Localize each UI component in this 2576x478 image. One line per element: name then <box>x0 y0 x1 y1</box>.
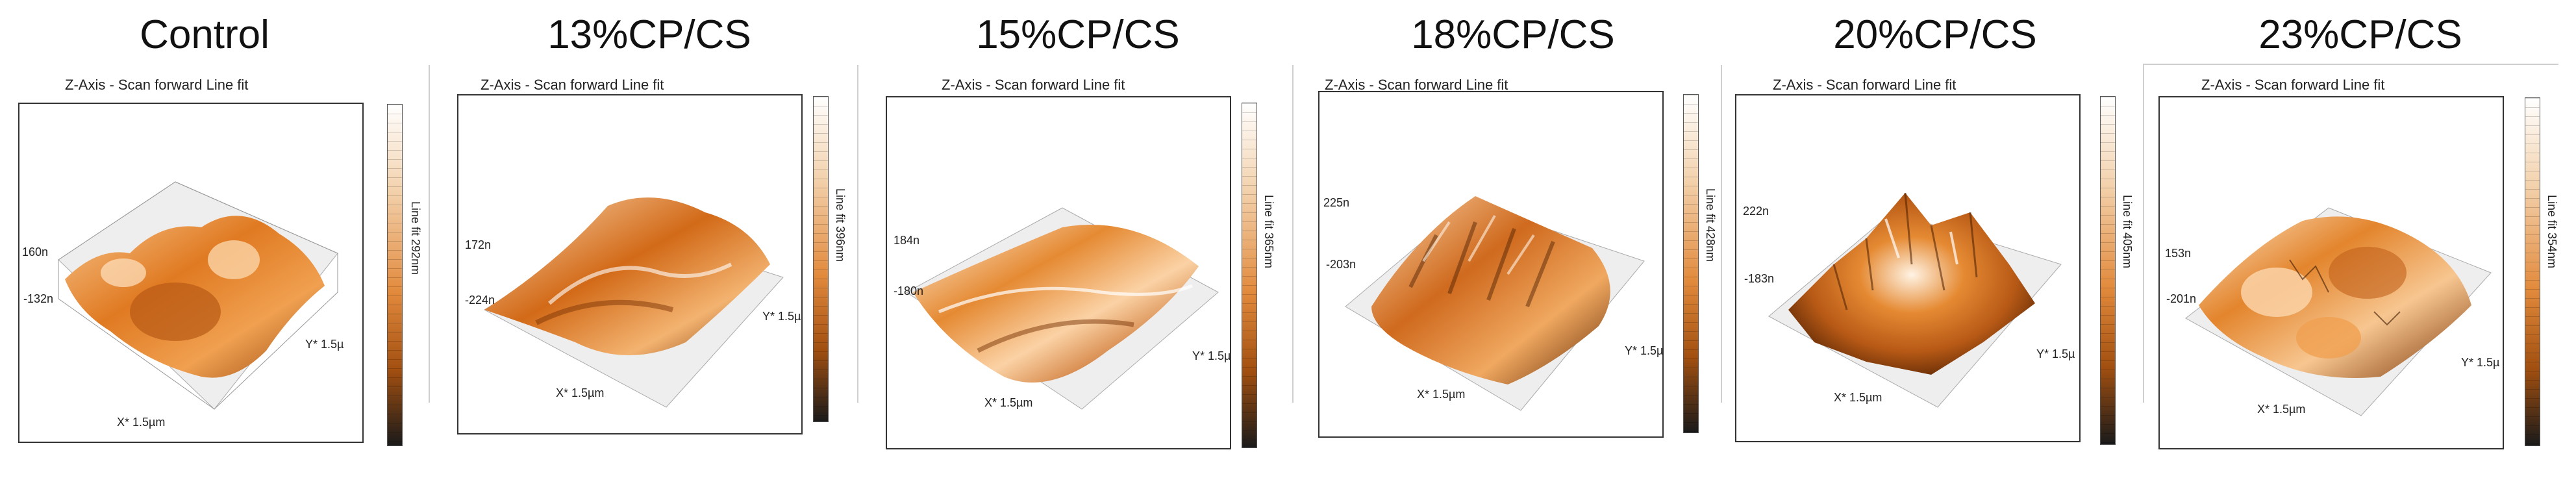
panel-divider <box>2143 65 2144 403</box>
scan-header: Z-Axis - Scan forward Line fit <box>2201 77 2385 93</box>
panel-control: Control Z-Axis - Scan forward Line fit 1… <box>0 0 422 478</box>
x-axis-label: X* 1.5µm <box>984 396 1033 409</box>
height-colorbar <box>2100 96 2116 445</box>
panel-title: 13%CP/CS <box>547 12 751 57</box>
y-axis-label: Y* 1.5µ <box>305 338 344 351</box>
panel-title: 20%CP/CS <box>1833 12 2037 57</box>
panel-18cp: 18%CP/CS Z-Axis - Scan forward Line fit … <box>1305 0 1721 478</box>
surface-plot <box>906 207 1219 410</box>
z-axis-bottom-label: -203n <box>1326 258 1357 271</box>
panel-title: 23%CP/CS <box>2258 12 2462 57</box>
x-axis-label: X* 1.5µm <box>2257 403 2306 416</box>
afm-3d-surface-image: 184n -180n X* 1.5µm Y* 1.5µ <box>886 96 1231 449</box>
colorbar-label: Line fit 405nm <box>2121 195 2134 269</box>
scan-header: Z-Axis - Scan forward Line fit <box>1773 77 1957 93</box>
colorbar-label: Line fit 292nm <box>409 201 422 275</box>
height-colorbar <box>387 104 403 446</box>
x-axis-label: X* 1.5µm <box>117 416 166 429</box>
scan-header: Z-Axis - Scan forward Line fit <box>65 77 249 93</box>
panel-23cp: 23%CP/CS Z-Axis - Scan forward Line fit … <box>2149 0 2571 478</box>
scan-header: Z-Axis - Scan forward Line fit <box>1325 77 1508 93</box>
z-axis-top-label: 153n <box>2165 247 2192 260</box>
panel-13cp: 13%CP/CS Z-Axis - Scan forward Line fit … <box>442 0 857 478</box>
panel-15cp: 15%CP/CS Z-Axis - Scan forward Line fit … <box>870 0 1286 478</box>
afm-3d-surface-image: 160n -132n X* 1.5µm Y* 1.5µ <box>18 103 364 443</box>
y-axis-label: Y* 1.5µ <box>2036 347 2075 360</box>
colorbar-label: Line fit 396nm <box>834 188 847 262</box>
height-colorbar <box>1683 94 1699 433</box>
z-axis-bottom-label: -183n <box>1744 272 1775 285</box>
z-axis-bottom-label: -224n <box>465 294 495 307</box>
colorbar-label: Line fit 428nm <box>1704 188 1717 262</box>
z-axis-bottom-label: -132n <box>23 292 54 305</box>
z-axis-top-label: 222n <box>1743 205 1769 218</box>
afm-3d-surface-image: 172n -224n X* 1.5µm Y* 1.5µ <box>457 94 803 434</box>
height-colorbar <box>2525 97 2540 446</box>
x-axis-label: X* 1.5µm <box>1834 391 1882 404</box>
panel-divider <box>1292 65 1294 403</box>
surface-plot <box>483 197 784 408</box>
panel-divider <box>1721 65 1722 403</box>
afm-3d-surface-image: 153n -201n X* 1.5µm Y* 1.5µ <box>2158 96 2504 449</box>
surface-plot <box>2185 207 2492 416</box>
colorbar-label: Line fit 354nm <box>2545 195 2558 269</box>
panel-title: Control <box>140 12 269 57</box>
y-axis-label: Y* 1.5µ <box>1625 344 1664 357</box>
z-axis-top-label: 184n <box>894 234 920 247</box>
height-colorbar <box>1242 103 1257 448</box>
afm-3d-surface-image: 225n -203n X* 1.5µm Y* 1.5µ <box>1318 91 1664 438</box>
height-colorbar <box>813 96 829 422</box>
afm-3d-surface-image: 222n -183n X* 1.5µm Y* 1.5µ <box>1735 94 2081 442</box>
z-axis-top-label: 225n <box>1323 196 1350 209</box>
surface-plot <box>1345 196 1645 411</box>
y-axis-label: Y* 1.5µ <box>1192 349 1231 362</box>
x-axis-label: X* 1.5µm <box>1417 388 1466 401</box>
surface-plot <box>58 181 338 410</box>
x-axis-label: X* 1.5µm <box>556 386 605 399</box>
scan-header: Z-Axis - Scan forward Line fit <box>481 77 664 93</box>
colorbar-label: Line fit 365nm <box>1262 195 1275 269</box>
z-axis-bottom-label: -201n <box>2166 292 2197 305</box>
frame-top-line <box>2143 64 2558 65</box>
panel-divider <box>857 65 858 403</box>
surface-plot <box>1768 192 2062 408</box>
panel-20cp: 20%CP/CS Z-Axis - Scan forward Line fit … <box>1727 0 2143 478</box>
panel-title: 15%CP/CS <box>976 12 1180 57</box>
panel-title: 18%CP/CS <box>1411 12 1615 57</box>
z-axis-top-label: 160n <box>22 245 49 258</box>
z-axis-top-label: 172n <box>465 238 492 251</box>
y-axis-label: Y* 1.5µ <box>762 310 801 323</box>
z-axis-bottom-label: -180n <box>894 284 924 297</box>
y-axis-label: Y* 1.5µ <box>2461 356 2500 369</box>
scan-header: Z-Axis - Scan forward Line fit <box>942 77 1125 93</box>
panel-divider <box>429 65 430 403</box>
